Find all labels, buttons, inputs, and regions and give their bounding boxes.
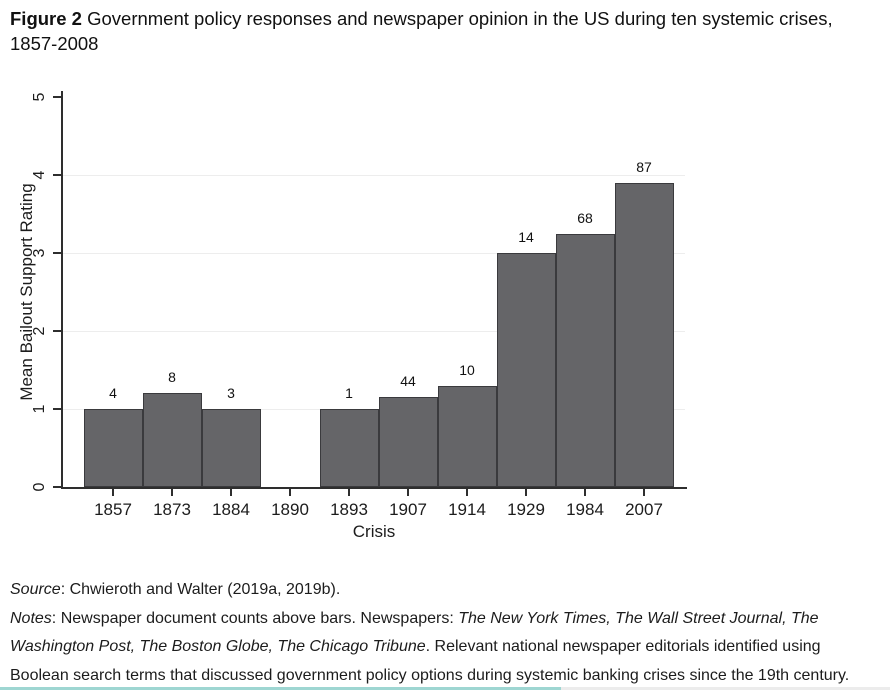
bar-count-label: 10 bbox=[459, 361, 475, 378]
x-tick-label: 1857 bbox=[94, 500, 132, 519]
bar-1929 bbox=[496, 253, 556, 487]
bar-1914 bbox=[437, 385, 497, 487]
x-axis-line bbox=[61, 487, 687, 489]
x-tick bbox=[348, 489, 350, 496]
y-tick bbox=[53, 330, 61, 332]
bar-count-label: 87 bbox=[636, 158, 652, 175]
text-segment: Source bbox=[10, 581, 61, 598]
bar-1907 bbox=[378, 397, 438, 487]
bar-1857 bbox=[83, 409, 143, 487]
figure-footnotes: Source: Chwieroth and Walter (2019a, 201… bbox=[10, 576, 882, 690]
progress-bar-fill bbox=[0, 687, 561, 690]
x-tick bbox=[230, 489, 232, 496]
text-segment: : Chwieroth and Walter (2019a, 2019b). bbox=[60, 581, 341, 598]
x-tick bbox=[171, 489, 173, 496]
x-tick bbox=[112, 489, 114, 496]
bar-count-label: 8 bbox=[168, 369, 176, 386]
figure-title-text: Government policy responses and newspape… bbox=[10, 8, 833, 54]
y-tick bbox=[53, 408, 61, 410]
x-tick-label: 1893 bbox=[330, 500, 368, 519]
bar-count-label: 1 bbox=[345, 385, 353, 401]
plot-area: Mean Bailout Support Rating Crisis 0 1 2 3 4… bbox=[17, 91, 687, 541]
bar-2007 bbox=[614, 182, 674, 487]
y-tick-label: 2 bbox=[31, 326, 48, 336]
x-tick-label: 1914 bbox=[448, 500, 486, 519]
text-segment: The New York Times, The Wall Street Jour… bbox=[10, 609, 819, 656]
y-tick-label: 5 bbox=[31, 92, 48, 102]
x-tick bbox=[407, 489, 409, 496]
source-line: Source: Chwieroth and Walter (2019a, 201… bbox=[10, 576, 882, 605]
gridline bbox=[63, 175, 685, 176]
bar-1884 bbox=[201, 409, 261, 487]
gridline bbox=[63, 253, 685, 254]
y-tick-label: 4 bbox=[31, 170, 48, 180]
x-tick-label: 1873 bbox=[153, 500, 191, 519]
bar-count-label: 44 bbox=[400, 373, 416, 390]
x-tick-label: 2007 bbox=[625, 500, 663, 519]
y-tick bbox=[53, 174, 61, 176]
figure-number-label: Figure 2 bbox=[10, 8, 82, 29]
bar-chart-figure: Mean Bailout Support Rating Crisis 0 1 2 3 4… bbox=[0, 85, 890, 560]
y-tick bbox=[53, 96, 61, 98]
bar-1873 bbox=[142, 393, 202, 487]
x-tick bbox=[289, 489, 291, 496]
text-segment: . Relevant national newspaper editorials… bbox=[10, 638, 850, 684]
x-tick-label: 1890 bbox=[271, 500, 309, 519]
x-tick-label: 1984 bbox=[566, 500, 604, 519]
x-tick-label: 1907 bbox=[389, 500, 427, 519]
text-segment: : Newspaper document counts above bars. … bbox=[51, 609, 459, 627]
x-tick-label: 1884 bbox=[212, 500, 250, 519]
bar-1984 bbox=[555, 233, 615, 487]
x-tick bbox=[584, 489, 586, 496]
bar-count-label: 68 bbox=[577, 209, 593, 226]
x-tick-label: 1929 bbox=[507, 500, 545, 519]
progress-bar-track bbox=[0, 687, 890, 690]
x-tick bbox=[643, 489, 645, 496]
x-tick bbox=[525, 489, 527, 496]
notes-line: Notes: Newspaper document counts above b… bbox=[10, 605, 882, 690]
bar-count-label: 4 bbox=[109, 385, 117, 401]
y-tick-label: 0 bbox=[31, 482, 48, 492]
x-axis-title: Crisis bbox=[352, 522, 396, 541]
figure-caption: Figure 2 Government policy responses and… bbox=[10, 6, 868, 56]
y-tick-label: 3 bbox=[31, 248, 48, 258]
y-tick bbox=[53, 252, 61, 254]
y-axis-title: Mean Bailout Support Rating bbox=[17, 183, 36, 401]
y-tick-label: 1 bbox=[31, 404, 48, 414]
bar-1893 bbox=[319, 409, 379, 487]
x-tick bbox=[466, 489, 468, 496]
gridline bbox=[63, 331, 685, 332]
bar-count-label: 14 bbox=[518, 229, 534, 245]
bar-count-label: 3 bbox=[227, 385, 235, 401]
y-tick bbox=[53, 486, 61, 488]
text-segment: Notes bbox=[10, 609, 52, 627]
y-axis-line bbox=[61, 91, 63, 489]
